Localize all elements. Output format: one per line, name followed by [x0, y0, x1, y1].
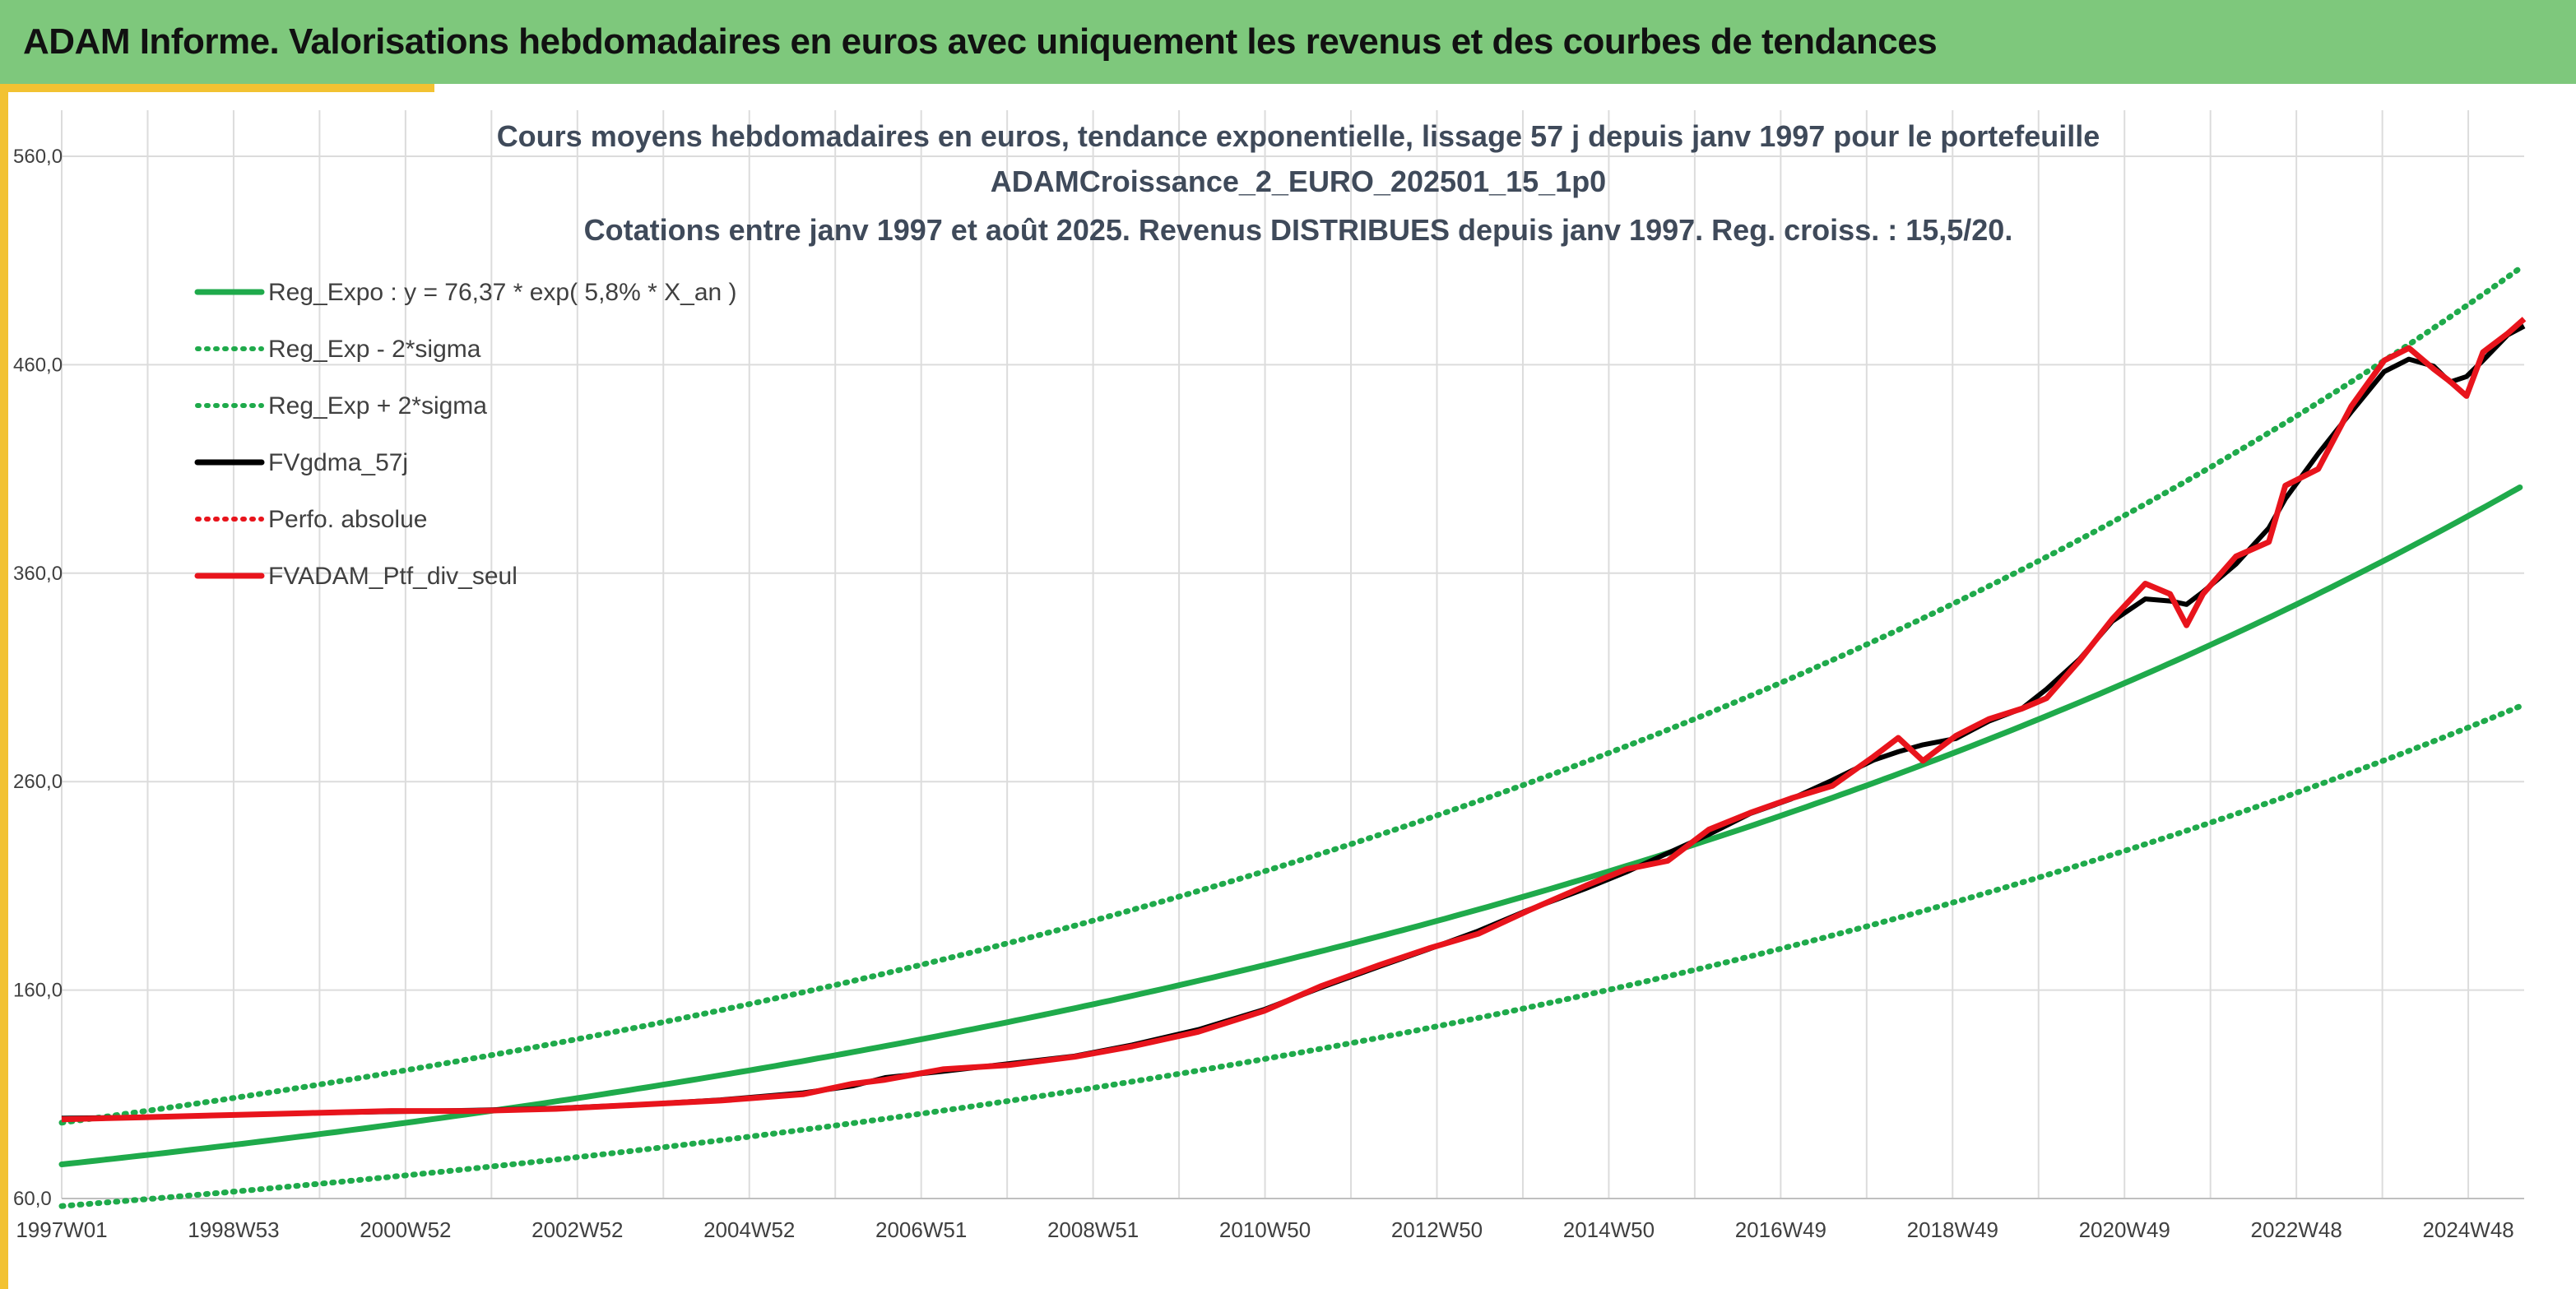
legend-label-0: Reg_Expo : y = 76,37 * exp( 5,8% * X_an …: [268, 279, 737, 306]
legend-label-3: FVgdma_57j: [268, 449, 408, 476]
y-tick-label: 360,0: [13, 563, 63, 585]
x-tick-label: 2010W50: [1219, 1217, 1311, 1242]
chart-grid: [61, 110, 2524, 1199]
x-tick-label: 2002W52: [531, 1217, 623, 1242]
accent-strip: [0, 84, 434, 92]
x-tick-label: 2018W49: [1907, 1217, 1998, 1242]
x-tick-label: 1997W01: [16, 1217, 107, 1242]
legend-label-5: FVADAM_Ptf_div_seul: [268, 563, 518, 590]
x-tick-label: 2004W52: [703, 1217, 795, 1242]
x-tick-label: 2008W51: [1047, 1217, 1139, 1242]
legend-label-1: Reg_Exp - 2*sigma: [268, 336, 481, 363]
chart-title: Cours moyens hebdomadaires en euros, ten…: [497, 119, 2100, 247]
trend-line-2: [58, 265, 2523, 1126]
chart-title-line-1: Cours moyens hebdomadaires en euros, ten…: [497, 119, 2100, 153]
y-tick-label: 460,0: [13, 354, 63, 376]
legend-label-4: Perfo. absolue: [268, 506, 427, 533]
accent-left-border: [0, 84, 8, 1289]
chart-title-line-2: ADAMCroissance_2_EURO_202501_15_1p0: [991, 165, 1606, 198]
x-tick-label: 2024W48: [2422, 1217, 2513, 1242]
header-title: ADAM Informe. Valorisations hebdomadaire…: [23, 21, 1938, 62]
series-line-ptf: [61, 317, 2527, 1123]
chart-series: [58, 265, 2527, 1209]
header-banner: ADAM Informe. Valorisations hebdomadaire…: [0, 0, 2576, 84]
y-tick-label: 60,0: [13, 1188, 52, 1210]
x-tick-label: 1998W53: [188, 1217, 279, 1242]
chart-axes: 60,0 160,0 260,0 360,0 460,0 560,0 1997W01 1998…: [13, 146, 2524, 1242]
x-tick-label: 2006W51: [875, 1217, 967, 1242]
trend-line-1: [58, 703, 2523, 1209]
chart-title-line-3: Cotations entre janv 1997 et août 2025. …: [584, 213, 2013, 247]
x-tick-label: 2012W50: [1391, 1217, 1483, 1242]
y-tick-label: 560,0: [13, 146, 63, 168]
x-tick-label: 2022W48: [2251, 1217, 2342, 1242]
x-tick-label: 2016W49: [1735, 1217, 1826, 1242]
y-tick-label: 260,0: [13, 771, 63, 793]
chart-legend: Reg_Expo : y = 76,37 * exp( 5,8% * X_an …: [194, 279, 737, 590]
x-tick-label: 2000W52: [360, 1217, 451, 1242]
y-tick-label: 160,0: [13, 980, 63, 1002]
legend-label-2: Reg_Exp + 2*sigma: [268, 392, 487, 420]
x-tick-label: 2020W49: [2079, 1217, 2170, 1242]
x-tick-label: 2014W50: [1563, 1217, 1655, 1242]
